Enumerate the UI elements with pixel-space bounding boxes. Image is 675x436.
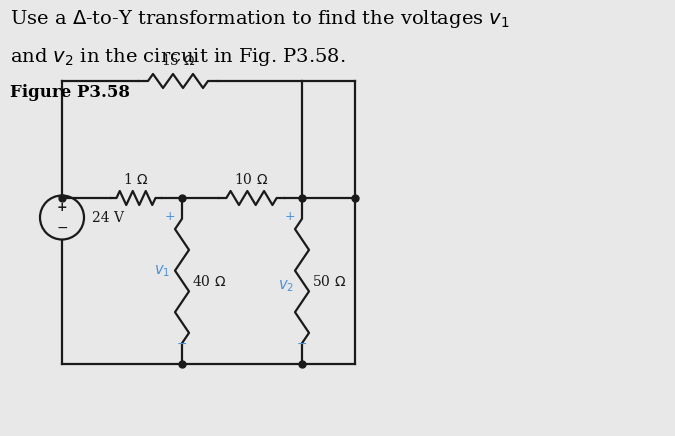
Text: +: + [57, 201, 68, 214]
Text: $v_1$: $v_1$ [154, 263, 170, 279]
Text: and $v_2$ in the circuit in Fig. P3.58.: and $v_2$ in the circuit in Fig. P3.58. [10, 46, 346, 68]
Text: −: − [56, 221, 68, 235]
Text: 15 $\Omega$: 15 $\Omega$ [161, 53, 195, 68]
Text: Figure P3.58: Figure P3.58 [10, 84, 130, 101]
Text: +: + [165, 210, 176, 222]
Text: 50 $\Omega$: 50 $\Omega$ [312, 273, 346, 289]
Text: −: − [297, 337, 307, 351]
Text: Use a $\Delta$-to-Y transformation to find the voltages $v_1$: Use a $\Delta$-to-Y transformation to fi… [10, 8, 510, 30]
Text: 24 V: 24 V [92, 211, 124, 225]
Text: +: + [285, 210, 296, 222]
Text: −: − [177, 337, 187, 351]
Text: 10 $\Omega$: 10 $\Omega$ [234, 172, 269, 187]
Text: $v_2$: $v_2$ [278, 278, 294, 294]
Text: 1 $\Omega$: 1 $\Omega$ [124, 172, 148, 187]
Text: 40 $\Omega$: 40 $\Omega$ [192, 273, 226, 289]
